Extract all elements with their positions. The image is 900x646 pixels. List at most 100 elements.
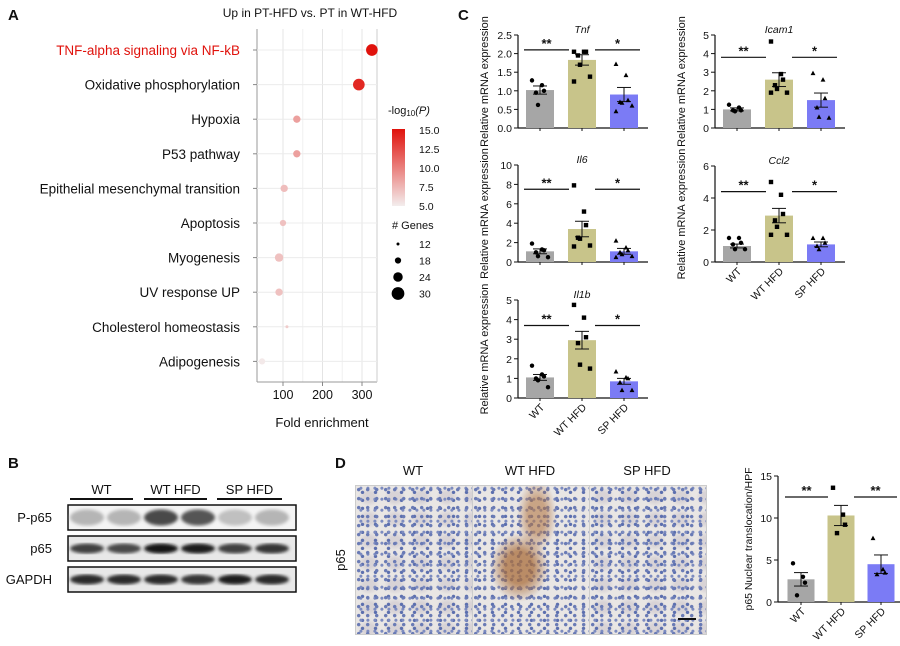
- bar-chart-il1b: 0 1 2 3 4 5 Relative mRNA expression Il1b WT WT H…: [479, 284, 648, 439]
- bar-wt-hfd: [765, 215, 793, 262]
- data-point: [587, 366, 593, 371]
- y-tick-label: 6: [703, 161, 709, 173]
- data-point: [822, 240, 828, 245]
- significance-label: *: [812, 43, 818, 58]
- term-dot: [285, 325, 289, 329]
- data-point: [822, 95, 828, 101]
- blot-band: [107, 509, 141, 526]
- y-tick-label: 2.5: [497, 30, 512, 42]
- enrichment-dot-plot: Up in PT-HFD vs. PT in WT-HFD TNF-alpha s…: [40, 6, 440, 430]
- data-point: [774, 224, 780, 229]
- term-dot: [366, 44, 378, 56]
- blot-group-label: SP HFD: [226, 482, 273, 497]
- panel-label-b: B: [8, 455, 19, 472]
- blot-row-label: GAPDH: [6, 572, 52, 587]
- legend-title-sub: 10: [406, 109, 415, 118]
- y-tick-label: 3: [703, 67, 709, 79]
- y-tick-label: 1.5: [497, 67, 512, 79]
- data-point: [583, 335, 589, 340]
- bar-wt-hfd: [568, 59, 596, 129]
- histology-image-wt: [355, 485, 473, 635]
- data-point: [826, 115, 832, 120]
- significance-label: **: [870, 483, 881, 498]
- term-dot: [258, 358, 266, 365]
- term-dot: [274, 253, 284, 262]
- data-point: [625, 97, 631, 103]
- histology-column-label: WT: [403, 463, 423, 478]
- data-point: [613, 108, 619, 114]
- y-axis-label: Relative mRNA expression: [676, 149, 688, 280]
- term-dot: [275, 288, 283, 296]
- data-point: [577, 62, 583, 67]
- data-point: [571, 79, 577, 84]
- y-tick-label: 10: [500, 160, 512, 172]
- data-point: [874, 571, 880, 577]
- data-point: [768, 232, 774, 237]
- data-point: [535, 102, 541, 108]
- histology-column-label: SP HFD: [623, 463, 670, 478]
- data-point: [772, 218, 778, 223]
- significance-label: **: [541, 36, 552, 51]
- colorbar-tick-label: 15.0: [419, 125, 440, 137]
- colorbar-tick-label: 10.0: [419, 163, 440, 175]
- data-point: [738, 240, 744, 245]
- data-point: [732, 247, 738, 252]
- term-label: Myogenesis: [168, 251, 240, 266]
- term-label: Hypoxia: [191, 112, 240, 127]
- panel-label-a: A: [8, 7, 19, 24]
- data-point: [768, 90, 774, 95]
- x-tick-label: SP HFD: [793, 265, 829, 301]
- blot-band: [181, 543, 215, 554]
- y-axis-label: Relative mRNA expression: [479, 16, 491, 147]
- chart-title: Up in PT-HFD vs. PT in WT-HFD: [223, 6, 398, 20]
- size-legend-dot: [394, 257, 402, 264]
- bar-wt: [526, 377, 554, 398]
- bar-chart-p65: 0 5 10 15 p65 Nuclear translocation/HPF WT WT …: [743, 468, 900, 643]
- x-axis-label: Fold enrichment: [275, 415, 369, 430]
- y-tick-label: 1: [703, 104, 709, 116]
- y-tick-label: 3: [506, 334, 512, 346]
- blot-band: [70, 543, 104, 554]
- y-tick-label: 0: [766, 597, 772, 609]
- data-point: [726, 235, 732, 241]
- bar-wt: [526, 90, 554, 128]
- y-axis-label: Relative mRNA expression: [676, 16, 688, 147]
- data-point: [613, 369, 619, 374]
- data-point: [583, 222, 589, 228]
- chart-title: Il1b: [574, 289, 591, 301]
- size-legend-dot: [391, 287, 405, 300]
- data-point: [816, 246, 822, 252]
- y-tick-label: 4: [703, 193, 709, 205]
- data-point: [581, 315, 587, 320]
- colorbar-tick-label: 12.5: [419, 144, 440, 156]
- x-tick-label: WT HFD: [811, 605, 849, 643]
- data-point: [617, 379, 623, 385]
- bar-sp-hfd: [610, 251, 638, 262]
- data-point: [816, 114, 822, 119]
- term-label: Adipogenesis: [159, 354, 240, 369]
- term-label: Apoptosis: [181, 216, 241, 231]
- data-point: [830, 485, 836, 490]
- size-legend-title: # Genes: [392, 220, 434, 232]
- significance-label: **: [738, 178, 749, 193]
- histology-labels: WT WT HFD SP HFD p65: [333, 463, 671, 571]
- y-tick-label: 2: [506, 354, 512, 366]
- western-blot: WT WT HFD SP HFD P-p65 p65 GAPDH: [6, 482, 297, 593]
- data-point: [587, 74, 593, 79]
- data-point: [772, 83, 778, 88]
- data-point: [529, 363, 535, 368]
- panel-label-d: D: [335, 455, 346, 472]
- data-point: [842, 522, 848, 527]
- blot-band: [255, 509, 289, 526]
- data-point: [613, 61, 619, 67]
- data-point: [545, 385, 551, 390]
- blot-band: [144, 543, 178, 554]
- data-point: [577, 236, 583, 241]
- panel-label-c: C: [458, 7, 469, 24]
- data-point: [794, 593, 800, 598]
- data-point: [784, 232, 790, 237]
- significance-label: **: [738, 43, 749, 58]
- y-tick-label: 0: [506, 393, 512, 405]
- data-point: [583, 49, 589, 54]
- colorbar: [392, 129, 405, 206]
